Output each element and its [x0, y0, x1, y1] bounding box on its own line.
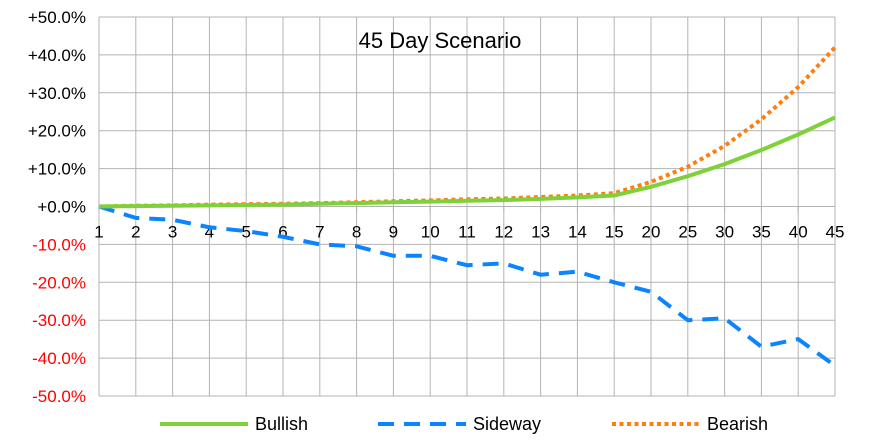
chart-title: 45 Day Scenario	[359, 28, 522, 53]
x-tick-label: 45	[826, 223, 845, 242]
x-tick-label: 40	[789, 223, 808, 242]
x-tick-label: 35	[752, 223, 771, 242]
x-tick-label: 13	[531, 223, 550, 242]
y-tick-label: +20.0%	[28, 122, 86, 141]
y-tick-label: -50.0%	[32, 387, 86, 406]
x-tick-label: 14	[568, 223, 587, 242]
y-tick-label: +0.0%	[37, 198, 86, 217]
x-tick-label: 9	[389, 223, 398, 242]
x-tick-label: 8	[352, 223, 361, 242]
x-tick-label: 25	[678, 223, 697, 242]
y-tick-label: -20.0%	[32, 273, 86, 292]
x-tick-label: 20	[642, 223, 661, 242]
series-line-bullish	[98, 115, 836, 209]
x-tick-label: 4	[205, 223, 214, 242]
series-lines	[98, 45, 837, 368]
y-tick-label: -40.0%	[32, 349, 86, 368]
y-tick-label: -10.0%	[32, 235, 86, 254]
x-tick-label: 1	[94, 223, 103, 242]
y-tick-label: +40.0%	[28, 46, 86, 65]
x-tick-label: 3	[168, 223, 177, 242]
x-tick-label: 12	[494, 223, 513, 242]
legend-label-bullish: Bullish	[255, 414, 308, 434]
legend-label-sideway: Sideway	[473, 414, 541, 434]
y-tick-label: -30.0%	[32, 311, 86, 330]
x-tick-label: 30	[715, 223, 734, 242]
x-axis-ticks: 1 2 3 4 5 6 7 8 9 10 11 12 13 14 15 20 25 30 35 40 45	[94, 223, 844, 242]
x-tick-label: 11	[458, 223, 476, 242]
x-tick-label: 5	[241, 223, 250, 242]
legend-label-bearish: Bearish	[707, 414, 768, 434]
x-tick-label: 15	[605, 223, 624, 242]
y-tick-label: +10.0%	[28, 160, 86, 179]
y-axis-ticks: +50.0% +40.0% +30.0% +20.0% +10.0% +0.0% -10.0…	[28, 8, 86, 406]
x-tick-label: 6	[278, 223, 287, 242]
legend: Bullish Sideway Bearish	[160, 414, 768, 434]
x-tick-label: 2	[131, 223, 140, 242]
y-tick-label: +30.0%	[28, 84, 86, 103]
x-tick-label: 7	[315, 223, 324, 242]
series-line-sideway	[98, 204, 837, 368]
y-tick-label: +50.0%	[28, 8, 86, 27]
x-tick-label: 10	[421, 223, 440, 242]
